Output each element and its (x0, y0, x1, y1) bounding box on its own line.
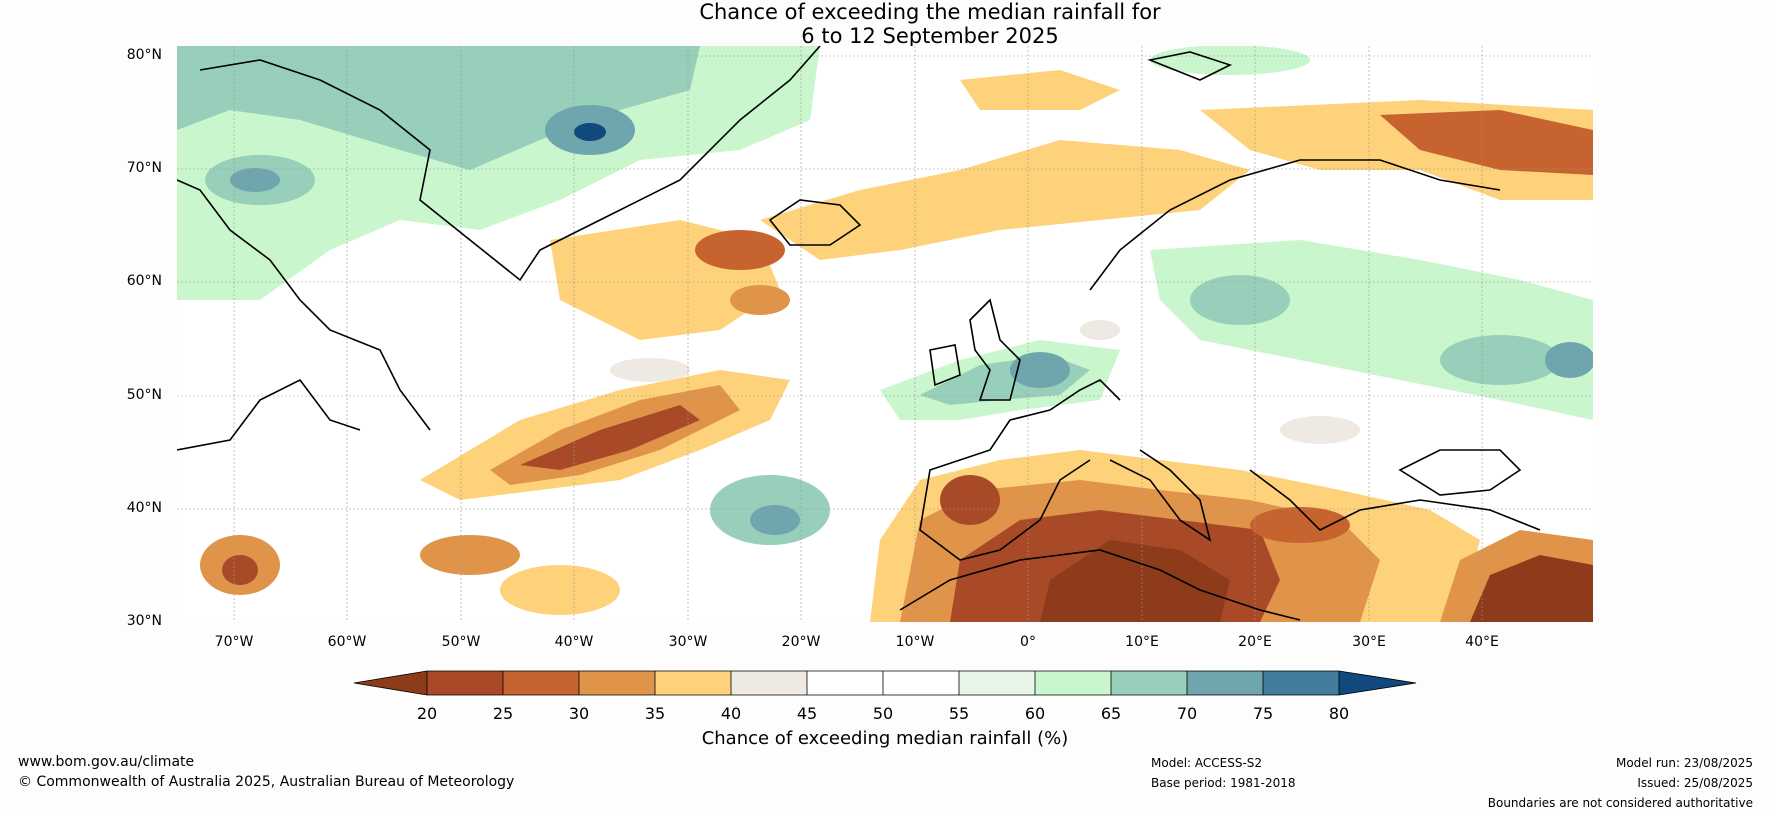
lon-label: 30°E (1352, 634, 1386, 650)
colorbar-swatch (579, 671, 655, 695)
footer-base-period: Base period: 1981-2018 (1151, 776, 1296, 790)
lon-label: 60°W (327, 634, 367, 650)
colorbar-tick: 45 (796, 704, 818, 723)
lat-label: 30°N (126, 613, 162, 629)
colorbar-swatch (427, 671, 503, 695)
lon-label: 20°W (781, 634, 821, 650)
footer-copyright: © Commonwealth of Australia 2025, Austra… (18, 774, 515, 790)
colorbar-swatch (731, 671, 807, 695)
lat-label: 50°N (126, 387, 162, 403)
colorbar-high-extend (1339, 671, 1416, 695)
map-title: Chance of exceeding the median rainfall … (600, 0, 1260, 48)
footer-disclaimer: Boundaries are not considered authoritat… (1487, 796, 1753, 810)
lon-label: 40°E (1465, 634, 1499, 650)
footer-website: www.bom.gov.au/climate (18, 754, 195, 770)
graticule (177, 46, 1593, 622)
lon-label: 10°E (1125, 634, 1159, 650)
colorbar-tick: 50 (872, 704, 894, 723)
colorbar-tick: 20 (416, 704, 438, 723)
colorbar-tick: 35 (644, 704, 666, 723)
lon-label: 40°W (554, 634, 594, 650)
colorbar-swatch (1035, 671, 1111, 695)
lat-label: 60°N (126, 273, 162, 289)
colorbar-label: Chance of exceeding median rainfall (%) (701, 728, 1069, 749)
colorbar-tick: 65 (1100, 704, 1122, 723)
colorbar-swatch (959, 671, 1035, 695)
colorbar-tick: 55 (948, 704, 970, 723)
colorbar (353, 670, 1417, 696)
lon-label: 0° (1020, 634, 1036, 650)
colorbar-swatch (1187, 671, 1263, 695)
colorbar-low-extend (354, 671, 427, 695)
colorbar-swatch (1111, 671, 1187, 695)
colorbar-tick: 40 (720, 704, 742, 723)
footer-issued: Issued: 25/08/2025 (1637, 776, 1753, 790)
colorbar-swatch (655, 671, 731, 695)
lon-label: 50°W (441, 634, 481, 650)
colorbar-tick: 25 (492, 704, 514, 723)
colorbar-swatch (1263, 671, 1339, 695)
colorbar-tick: 75 (1252, 704, 1274, 723)
colorbar-swatch (883, 671, 959, 695)
colorbar-tick: 30 (568, 704, 590, 723)
rainfall-field (177, 46, 1593, 622)
colorbar-tick: 80 (1328, 704, 1350, 723)
title-line-2: 6 to 12 September 2025 (801, 24, 1059, 48)
lon-label: 20°E (1238, 634, 1272, 650)
coastlines (177, 46, 1541, 621)
title-line-1: Chance of exceeding the median rainfall … (699, 0, 1161, 24)
colorbar-tick: 60 (1024, 704, 1046, 723)
lat-label: 80°N (126, 47, 162, 63)
colorbar-tick: 70 (1176, 704, 1198, 723)
footer-model-run: Model run: 23/08/2025 (1615, 756, 1753, 770)
lon-label: 10°W (895, 634, 935, 650)
colorbar-swatch (807, 671, 883, 695)
lat-label: 40°N (126, 500, 162, 516)
lon-label: 70°W (214, 634, 254, 650)
colorbar-swatch (503, 671, 579, 695)
lat-label: 70°N (126, 160, 162, 176)
lon-label: 30°W (668, 634, 708, 650)
footer-model: Model: ACCESS-S2 (1151, 756, 1263, 770)
